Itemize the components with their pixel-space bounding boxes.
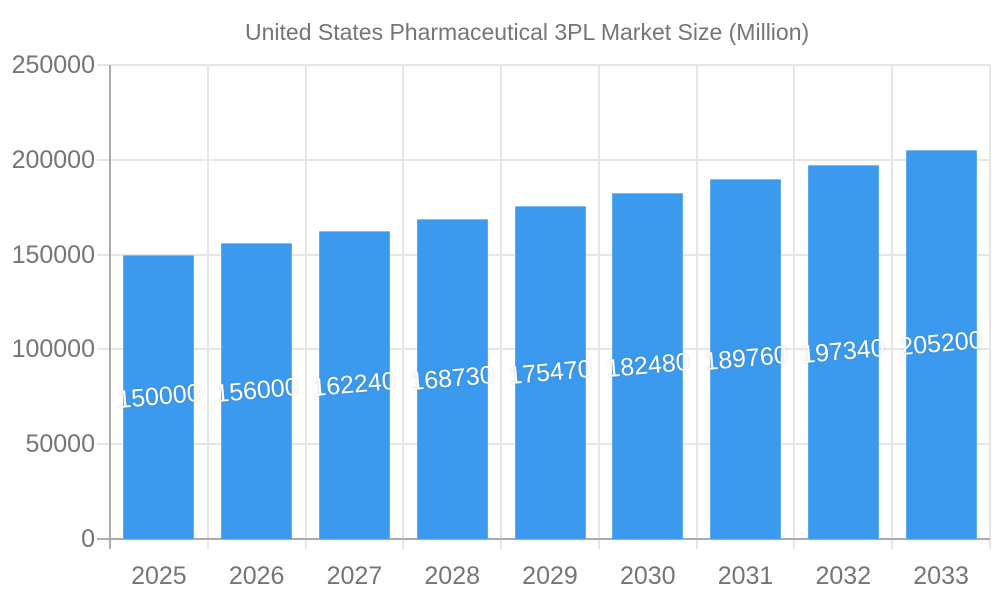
bar[interactable] [807, 164, 879, 539]
x-gridline [597, 65, 600, 549]
x-gridline [695, 65, 698, 549]
bar[interactable] [905, 149, 977, 539]
legend-swatch [155, 21, 235, 43]
y-tick-label: 200000 [11, 145, 95, 174]
x-tick-label: 2028 [424, 562, 481, 590]
x-gridline [402, 65, 405, 549]
y-tick-label: 250000 [11, 51, 95, 79]
chart-legend: United States Pharmaceutical 3PL Market … [155, 18, 809, 46]
y-tick-label: 100000 [11, 335, 95, 364]
x-gridline [304, 65, 307, 549]
y-tick-label: 150000 [11, 240, 95, 269]
x-gridline [989, 65, 991, 549]
x-tick-label: 2025 [131, 562, 187, 590]
x-axis-line [97, 538, 990, 540]
y-axis-line [109, 65, 111, 549]
bar[interactable] [514, 206, 586, 539]
y-tick-label: 50000 [25, 430, 95, 459]
x-gridline [500, 65, 503, 549]
x-tick-label: 2029 [522, 562, 578, 590]
x-tick-label: 2033 [913, 562, 969, 590]
x-tick-label: 2027 [326, 562, 383, 590]
chart-title: United States Pharmaceutical 3PL Market … [245, 19, 810, 45]
x-tick-label: 2031 [717, 562, 774, 590]
x-tick-label: 2026 [228, 562, 285, 590]
y-tick-label: 0 [81, 525, 95, 553]
bar[interactable] [318, 231, 390, 539]
x-gridline [793, 65, 796, 549]
bar[interactable] [710, 179, 782, 539]
bar[interactable] [612, 193, 684, 539]
x-gridline [891, 65, 894, 549]
x-tick-label: 2032 [815, 562, 872, 590]
bar[interactable] [416, 219, 488, 539]
bar[interactable] [221, 243, 293, 539]
y-gridline [97, 64, 990, 66]
y-gridline [97, 158, 990, 161]
x-tick-label: 2030 [619, 562, 676, 590]
x-gridline [206, 65, 209, 549]
bar[interactable] [123, 254, 195, 539]
